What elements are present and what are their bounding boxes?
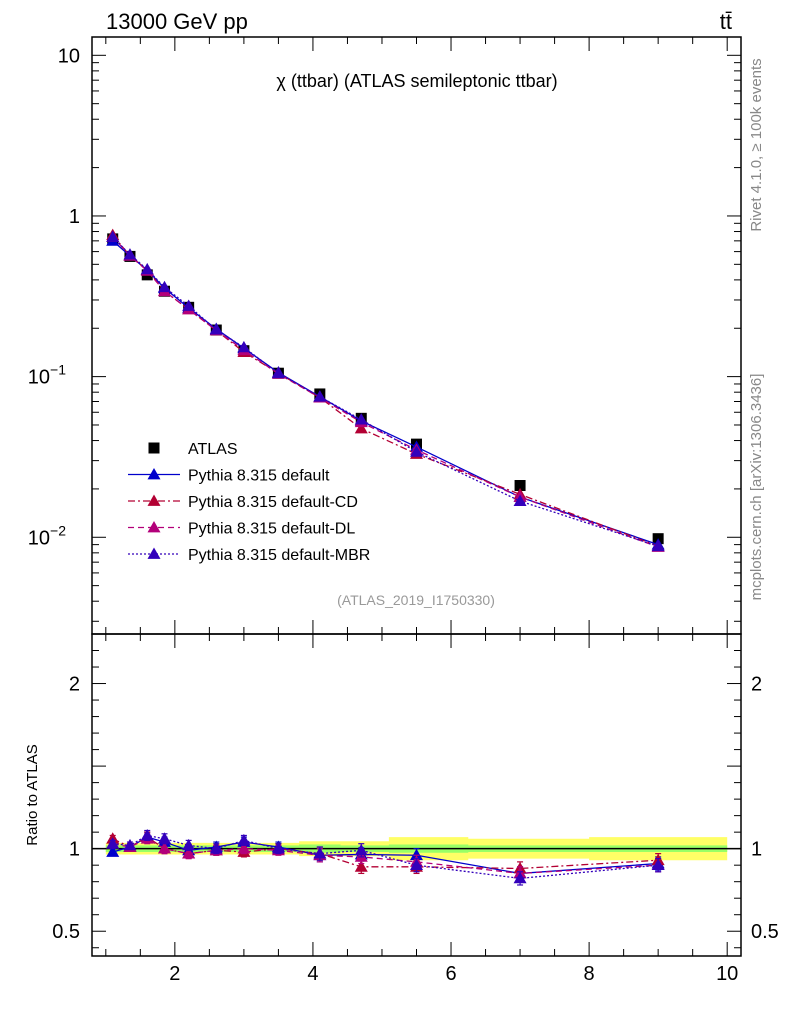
ratio-point — [410, 848, 423, 861]
legend-marker — [147, 468, 161, 480]
ratio-point — [313, 847, 327, 859]
ratio-x-tick-label: 8 — [584, 963, 595, 985]
data-point — [106, 230, 120, 242]
data-point — [271, 366, 285, 379]
data-point — [182, 299, 196, 311]
ratio-point — [237, 842, 251, 854]
ratio-y-axis-label: Ratio to ATLAS — [24, 744, 41, 845]
ratio-series-default-mbr — [106, 828, 665, 886]
legend: ATLAS Pythia 8.315 default Pythia 8.315 de… — [128, 441, 370, 564]
main-y-axis: 10 1 10−1 10−2 — [28, 45, 741, 622]
main-y-tick-label: 1 — [69, 206, 80, 228]
ratio-point — [140, 828, 154, 841]
ratio-point — [651, 858, 665, 871]
main-frame — [91, 36, 742, 635]
legend-item: Pythia 8.315 default-CD — [128, 494, 358, 511]
legend-label: Pythia 8.315 default-CD — [188, 494, 358, 511]
ratio-point — [209, 842, 223, 854]
ratio-point — [182, 847, 196, 859]
legend-label: ATLAS — [188, 441, 238, 458]
legend-marker — [147, 494, 161, 506]
data-point — [354, 413, 368, 425]
analysis-id: (ATLAS_2019_I1750330) — [337, 592, 495, 608]
ratio-y-tick-label-left: 0.5 — [52, 921, 80, 943]
ratio-y-tick-label-right: 0.5 — [751, 921, 779, 943]
ratio-point — [237, 833, 251, 846]
chart-title: χ (ttbar) (ATLAS semileptonic ttbar) — [276, 71, 557, 91]
ratio-frame — [91, 633, 742, 957]
rivet-version-label: Rivet 4.1.0, ≥ 100k events — [748, 58, 765, 231]
legend-item: Pythia 8.315 default — [128, 468, 330, 485]
ratio-y-tick-label-right: 1 — [751, 839, 762, 861]
ratio-point — [354, 860, 368, 872]
main-y-tick-label: 10 — [58, 45, 80, 67]
main-x-axis — [105, 37, 728, 634]
ratio-y-tick-label-left: 2 — [69, 674, 80, 696]
data-point — [313, 390, 327, 402]
beam-energy-label: 13000 GeV pp — [106, 9, 248, 34]
ratio-x-tick-label: 6 — [445, 963, 456, 985]
data-point — [123, 248, 137, 260]
data-point — [410, 445, 423, 457]
ratio-point — [157, 832, 171, 844]
main-y-tick-exponent: −1 — [50, 362, 66, 378]
data-point — [651, 539, 665, 552]
data-point — [513, 494, 527, 506]
process-label: tt̄ — [720, 9, 732, 34]
ratio-x-tick-label: 4 — [307, 963, 318, 985]
ratio-series-group — [106, 828, 665, 886]
ratio-point — [157, 842, 171, 854]
ratio-x-axis: 2 4 6 8 10 — [105, 634, 738, 985]
data-point — [354, 422, 368, 434]
main-y-tick-label: 10−1 — [28, 362, 66, 389]
ratio-point — [513, 871, 527, 884]
main-panel: 10 1 10−1 10−2 χ (ttbar) (ATLAS semileptoni… — [28, 36, 742, 635]
legend-marker — [148, 442, 160, 454]
ratio-y-tick-label-left: 1 — [69, 839, 80, 861]
ratio-point — [106, 837, 120, 849]
ratio-x-tick-label: 10 — [716, 963, 738, 985]
data-point — [514, 480, 526, 492]
ratio-y-tick-label-right: 2 — [751, 674, 762, 696]
legend-marker — [147, 521, 161, 533]
legend-item: ATLAS — [148, 441, 238, 458]
ratio-x-tick-label: 2 — [169, 963, 180, 985]
legend-marker — [147, 547, 161, 559]
data-point — [157, 280, 171, 293]
ratio-point — [123, 838, 137, 851]
ratio-point — [182, 838, 196, 851]
ratio-y-axis: 0.5 0.5 1 1 2 2 — [52, 650, 779, 949]
series-default-mbr — [106, 230, 665, 552]
legend-item: Pythia 8.315 default-DL — [128, 521, 355, 538]
data-point — [140, 262, 154, 275]
legend-label: Pythia 8.315 default — [188, 468, 330, 485]
ratio-point — [271, 842, 285, 854]
legend-label: Pythia 8.315 default-DL — [188, 521, 355, 538]
ratio-point — [106, 845, 120, 857]
data-point — [237, 340, 251, 353]
ratio-panel: 0.5 0.5 1 1 2 2 2 4 6 8 10 Ratio to ATLAS — [24, 633, 779, 985]
legend-item: Pythia 8.315 default-MBR — [128, 547, 370, 564]
main-series-group — [106, 228, 665, 552]
ratio-point — [410, 858, 423, 871]
mcplots-reference-label: mcplots.cern.ch [arXiv:1306.3436] — [748, 374, 765, 601]
data-point — [209, 323, 223, 335]
ratio-point — [354, 843, 368, 856]
main-y-tick-label: 10−2 — [28, 522, 66, 549]
legend-label: Pythia 8.315 default-MBR — [188, 547, 370, 564]
main-y-tick-exponent: −2 — [50, 522, 66, 538]
